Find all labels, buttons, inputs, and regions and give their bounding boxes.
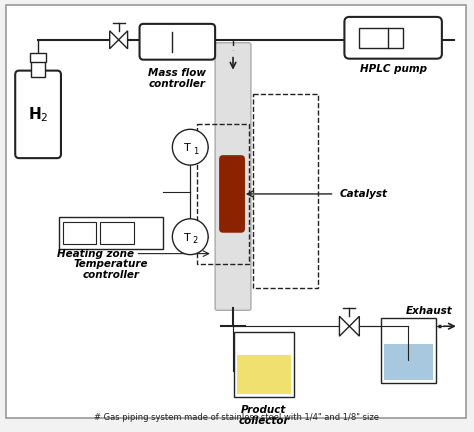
Text: Temperature
controller: Temperature controller [74,259,148,280]
Polygon shape [349,316,359,336]
Bar [30,53,46,62]
Text: T: T [184,233,191,243]
Polygon shape [339,316,349,336]
Text: Product
collector: Product collector [238,405,289,426]
Text: T: T [184,143,191,153]
Circle shape [173,219,208,254]
FancyBboxPatch shape [139,24,215,60]
Bar [197,124,249,264]
Circle shape [173,129,208,165]
Text: Mass flow
controller: Mass flow controller [148,68,206,89]
Bar [63,222,96,244]
Bar [381,318,436,383]
Text: # Gas piping system made of stainless steel with 1/4" and 1/8" size: # Gas piping system made of stainless st… [94,413,380,422]
Bar [59,217,164,249]
Bar [384,344,433,380]
FancyBboxPatch shape [15,70,61,158]
Text: Exhaust: Exhaust [406,306,452,316]
Text: 2: 2 [192,236,198,245]
Bar [237,355,291,394]
Text: Heating zone: Heating zone [56,248,134,259]
FancyBboxPatch shape [345,17,442,59]
Polygon shape [109,31,118,49]
Text: H$_2$: H$_2$ [28,105,48,124]
Bar [100,222,134,244]
Bar [234,332,294,397]
FancyBboxPatch shape [215,43,251,310]
Bar [253,95,318,289]
Text: Catalyst: Catalyst [339,189,387,199]
Text: HPLC pump: HPLC pump [360,64,427,73]
FancyBboxPatch shape [219,155,245,233]
Polygon shape [118,31,128,49]
Bar [359,28,403,48]
Text: 1: 1 [192,147,198,156]
Bar [31,60,45,76]
